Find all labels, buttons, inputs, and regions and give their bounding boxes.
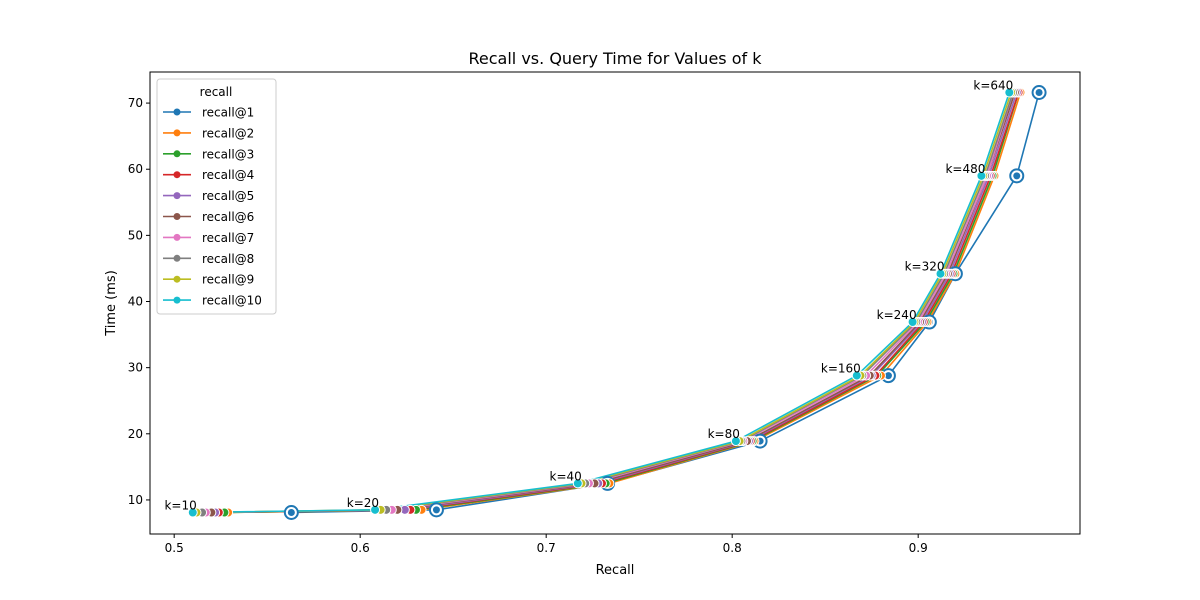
series-line-recall-2 xyxy=(228,92,1022,514)
legend-item-recall-8: recall@8 xyxy=(202,252,254,266)
legend-item-recall-1: recall@1 xyxy=(202,106,254,120)
legend-marker xyxy=(173,192,181,200)
x-tick-label: 0.5 xyxy=(165,541,184,555)
x-tick-label: 0.9 xyxy=(909,541,928,555)
x-tick-label: 0.7 xyxy=(537,541,556,555)
data-point-core xyxy=(1013,172,1021,180)
data-point-recall-10 xyxy=(935,268,946,279)
series-line-recall-7 xyxy=(205,92,1014,514)
k-annotation: k=80 xyxy=(708,427,740,441)
x-tick-label: 0.8 xyxy=(723,541,742,555)
y-axis-label: Time (ms) xyxy=(104,270,119,337)
series-line-recall-8 xyxy=(202,92,1014,514)
data-point-recall-10 xyxy=(187,507,198,518)
y-tick-label: 40 xyxy=(128,295,143,309)
data-point-recall-10 xyxy=(730,436,741,447)
k-annotation: k=240 xyxy=(877,308,917,322)
legend-marker xyxy=(173,275,181,283)
series-line-recall-5 xyxy=(215,92,1018,514)
series-line-recall-6 xyxy=(211,92,1016,514)
legend-marker xyxy=(173,296,181,304)
series-line-recall-4 xyxy=(218,92,1020,514)
legend-box xyxy=(156,78,277,315)
chart-title: Recall vs. Query Time for Values of k xyxy=(469,49,763,68)
legend-marker xyxy=(173,129,181,137)
data-point-recall-10 xyxy=(851,370,862,381)
legend-item-recall-4: recall@4 xyxy=(202,168,254,182)
legend-marker xyxy=(173,254,181,262)
legend-item-recall-6: recall@6 xyxy=(202,210,254,224)
series-line-recall-10 xyxy=(192,92,1011,514)
legend-marker xyxy=(173,233,181,241)
data-point-recall-10 xyxy=(1004,87,1015,98)
legend-marker xyxy=(173,150,181,158)
data-point-recall-10 xyxy=(907,317,918,328)
legend-item-recall-7: recall@7 xyxy=(202,231,254,245)
y-tick-label: 60 xyxy=(128,162,143,176)
k-annotation: k=40 xyxy=(550,469,582,483)
legend-title: recall xyxy=(200,85,233,99)
legend-marker xyxy=(173,213,181,220)
data-point-recall-10 xyxy=(370,504,381,515)
legend-marker xyxy=(173,108,181,116)
data-point-recall-10 xyxy=(976,170,987,181)
legend-item-recall-9: recall@9 xyxy=(202,273,254,287)
k-annotation: k=320 xyxy=(905,260,945,274)
k-annotation: k=20 xyxy=(347,496,379,510)
y-tick-label: 20 xyxy=(128,427,143,441)
k-annotation: k=640 xyxy=(973,79,1013,93)
data-point-core xyxy=(884,372,892,380)
data-point-core xyxy=(287,509,295,517)
y-tick-label: 10 xyxy=(128,493,143,507)
y-tick-label: 50 xyxy=(128,228,143,242)
data-point-core xyxy=(1035,89,1043,97)
data-point-core xyxy=(432,506,440,514)
k-annotation: k=480 xyxy=(945,162,985,176)
y-tick-label: 30 xyxy=(128,361,143,375)
x-axis-label: Recall xyxy=(596,563,635,578)
x-tick-label: 0.6 xyxy=(351,541,370,555)
y-tick-label: 70 xyxy=(128,96,143,110)
k-annotation: k=160 xyxy=(821,362,861,376)
legend-item-recall-2: recall@2 xyxy=(202,126,254,140)
legend-item-recall-3: recall@3 xyxy=(202,147,254,161)
legend-item-recall-10: recall@10 xyxy=(202,294,262,308)
legend-marker xyxy=(173,171,181,179)
legend-item-recall-5: recall@5 xyxy=(202,189,254,203)
series-line-recall-9 xyxy=(196,92,1012,514)
series-line-recall-3 xyxy=(224,92,1020,514)
k-annotation: k=10 xyxy=(164,499,196,513)
plot-frame xyxy=(149,71,1081,535)
data-point-recall-10 xyxy=(572,478,583,489)
